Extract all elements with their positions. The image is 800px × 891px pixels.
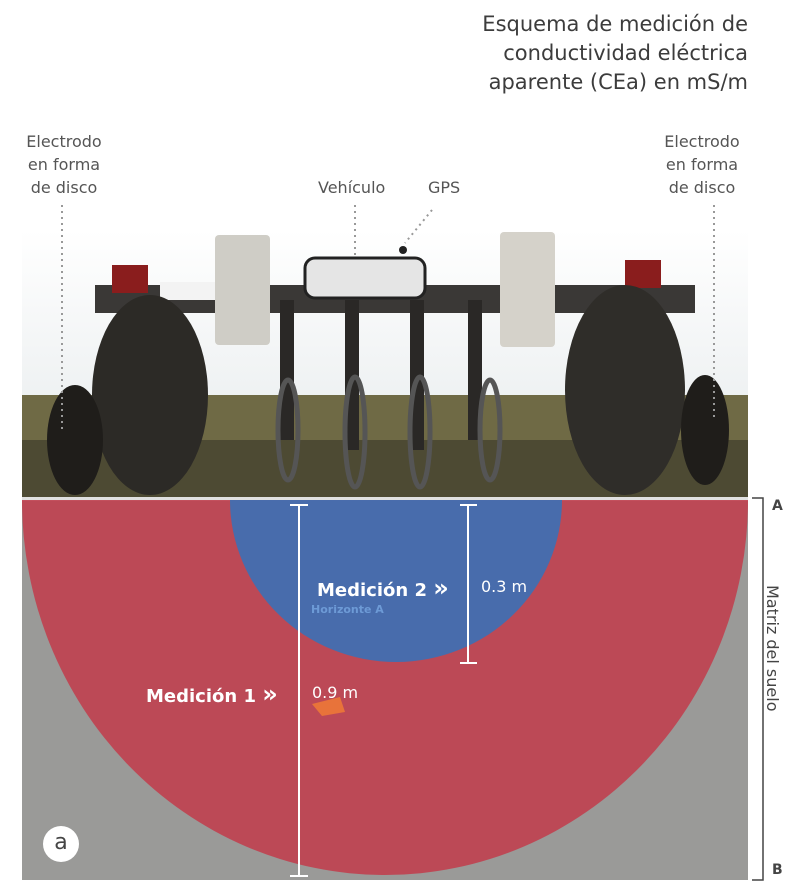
label-line: de disco (30, 178, 98, 197)
label-electrode-right: Electrodo en forma de disco (656, 130, 748, 199)
label-line: en forma (27, 155, 101, 174)
measurement-1-zone (22, 500, 748, 875)
soil-matrix-bracket (752, 497, 764, 881)
horizon-a-label: Horizonte A (311, 603, 384, 616)
double-chevron-icon: » (262, 680, 278, 708)
measurement-2-label: Medición 2 » (317, 574, 449, 602)
label-line: de disco (668, 178, 736, 197)
label-line: Electrodo (26, 132, 102, 151)
double-chevron-icon: » (433, 574, 449, 602)
measurement-2-depth: 0.3 m (481, 577, 528, 596)
title-line: Esquema de medición de (482, 12, 748, 36)
measurement-1-depth: 0.9 m (312, 683, 359, 702)
measurement-1-label: Medición 1 » (146, 680, 278, 708)
panel-letter-badge: a (43, 826, 79, 862)
title-line: aparente (CEa) en mS/m (488, 70, 748, 94)
title-line: conductividad eléctrica (503, 41, 748, 65)
measurement-2-zone (230, 500, 562, 662)
label-vehicle: Vehículo (318, 178, 386, 197)
measurement-1-text: Medición 1 (146, 686, 256, 707)
label-line: Electrodo (664, 132, 740, 151)
label-line: en forma (665, 155, 739, 174)
label-gps: GPS (428, 178, 461, 197)
soil-matrix-label: Matriz del suelo (763, 585, 782, 712)
diagram-title: Esquema de medición de conductividad elé… (482, 10, 748, 97)
label-electrode-left: Electrodo en forma de disco (18, 130, 110, 199)
horizon-marker-a: A (772, 498, 783, 514)
measurement-2-text: Medición 2 (317, 580, 427, 601)
vehicle-illustration (47, 232, 729, 495)
orange-arrow-icon (312, 697, 345, 716)
horizon-marker-b: B (772, 862, 783, 878)
